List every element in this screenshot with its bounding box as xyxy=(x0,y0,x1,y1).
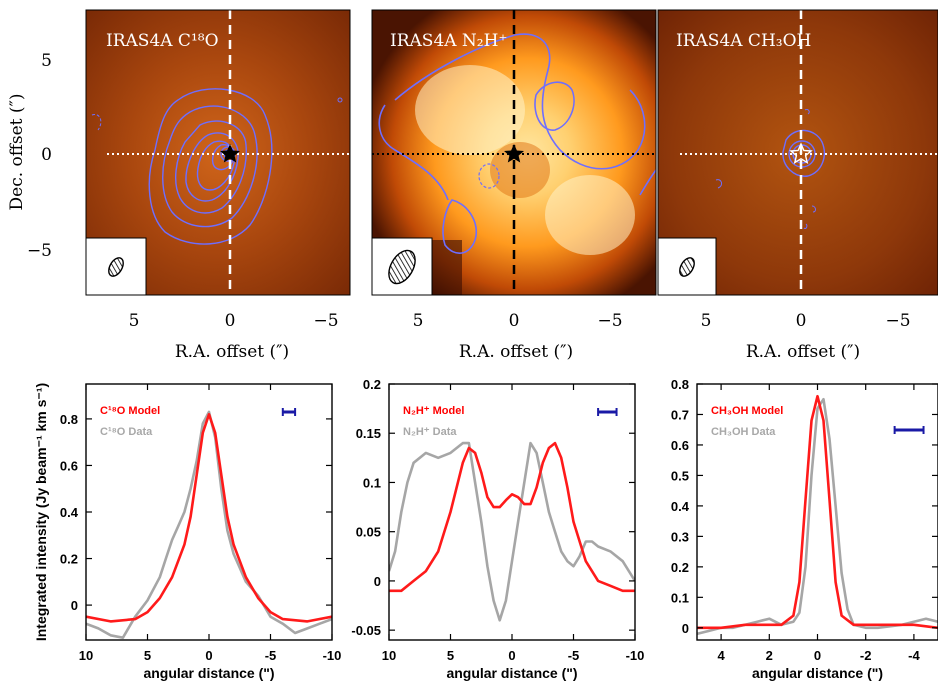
plot-xlabel: angular distance (") xyxy=(143,665,274,681)
legend-model-label: C¹⁸O Model xyxy=(100,405,160,417)
map-xtick-label: −5 xyxy=(885,311,910,331)
map-title: IRAS4A CH₃OH xyxy=(676,31,811,51)
legend-model-label: CH₃OH Model xyxy=(711,405,783,417)
y-tick-label: 0.5 xyxy=(671,468,689,483)
profile-plot-3: 4 2 0 -2 -4 0 0.1 0.2 0.3 0.4 0.5 0.6 0.7 0.8 angular … xyxy=(671,377,938,681)
model-series-line xyxy=(389,441,635,593)
map-panel-c18o: IRAS4A C¹⁸O xyxy=(85,9,351,296)
y-tick-label: 0.1 xyxy=(363,475,381,490)
x-tick-label: 5 xyxy=(447,648,454,663)
map-xtick-label: −5 xyxy=(313,311,338,331)
map-xtick-label: 5 xyxy=(701,311,712,331)
y-tick-label: 0 xyxy=(682,621,689,636)
y-tick-label: 0.7 xyxy=(671,407,689,422)
beam-ellipse-icon xyxy=(388,249,416,285)
legend-data-label: CH₃OH Data xyxy=(711,426,776,438)
map-xtick-label: 0 xyxy=(796,311,807,331)
map-frame xyxy=(85,9,351,296)
map-ylabel: Dec. offset (″) xyxy=(7,94,27,211)
data-series-line xyxy=(86,410,332,639)
legend-data-label: N₂H⁺ Data xyxy=(403,426,457,438)
map-ytick-label: 5 xyxy=(41,51,52,71)
map-ytick-label: −5 xyxy=(27,241,52,261)
x-tick-label: 0 xyxy=(205,648,212,663)
y-tick-label: 0.05 xyxy=(356,525,381,540)
x-tick-label: -10 xyxy=(626,648,645,663)
y-tick-label: -0.05 xyxy=(351,623,381,638)
x-tick-label: 5 xyxy=(144,648,151,663)
map-xlabel: R.A. offset (″) xyxy=(746,342,860,362)
protostar-star-icon xyxy=(789,142,813,164)
x-tick-label: -5 xyxy=(265,648,277,663)
plot-xlabel: angular distance (") xyxy=(446,665,577,681)
x-tick-label: -10 xyxy=(323,648,342,663)
map-xlabel: R.A. offset (″) xyxy=(459,342,573,362)
map-xtick-label: 5 xyxy=(129,311,140,331)
y-tick-label: 0 xyxy=(374,574,381,589)
beam-ellipse-icon xyxy=(108,257,124,277)
x-tick-label: -5 xyxy=(568,648,580,663)
map-xtick-label: −5 xyxy=(597,311,622,331)
protostar-star-icon xyxy=(504,144,524,163)
y-tick-label: 0.15 xyxy=(356,426,381,441)
y-tick-label: 0.1 xyxy=(671,590,689,605)
x-tick-label: 10 xyxy=(79,648,93,663)
x-tick-label: 0 xyxy=(814,648,821,663)
x-tick-label: -4 xyxy=(908,648,920,663)
legend-data-label: C¹⁸O Data xyxy=(100,426,153,438)
beam-ellipse-icon xyxy=(679,257,695,277)
plot-ylabel: Integrated intensity (Jy beam⁻¹ km s⁻¹) xyxy=(33,383,49,641)
data-series-line xyxy=(389,441,635,622)
protostar-star-icon xyxy=(220,144,240,163)
x-tick-label: 10 xyxy=(382,648,396,663)
y-tick-label: 0.8 xyxy=(671,377,689,392)
y-tick-label: 0.2 xyxy=(60,552,78,567)
plot-frame xyxy=(85,383,333,641)
model-series-line xyxy=(86,413,332,623)
map-xlabel: R.A. offset (″) xyxy=(175,342,289,362)
plot-xlabel: angular distance (") xyxy=(752,665,883,681)
profile-plot-2: 10 5 0 -5 -10 -0.05 0 0.05 0.1 0.15 0.2 angular dis… xyxy=(351,377,644,681)
y-tick-label: 0.4 xyxy=(671,499,690,514)
y-tick-label: 0.4 xyxy=(60,505,79,520)
model-series-line xyxy=(697,394,938,630)
x-tick-label: -2 xyxy=(860,648,872,663)
map-title: IRAS4A N₂H⁺ xyxy=(390,31,507,51)
map-frame xyxy=(657,9,938,296)
y-tick-label: 0.8 xyxy=(60,412,78,427)
x-tick-label: 2 xyxy=(766,648,773,663)
map-title: IRAS4A C¹⁸O xyxy=(106,31,219,51)
map-panel-ch3oh: IRAS4A CH₃OH xyxy=(657,9,938,296)
y-tick-label: 0.6 xyxy=(60,458,78,473)
x-tick-label: 0 xyxy=(508,648,515,663)
profile-plot-1: 10 5 0 -5 -10 0 0.2 0.4 0.6 0.8 angular distance (… xyxy=(60,383,342,681)
profile-plots: 10 5 0 -5 -10 0 0.2 0.4 0.6 0.8 angular distance (… xyxy=(60,377,938,681)
x-tick-label: 4 xyxy=(717,648,725,663)
map-xtick-label: 5 xyxy=(413,311,424,331)
y-tick-label: 0.6 xyxy=(671,438,689,453)
y-tick-label: 0.3 xyxy=(671,529,689,544)
map-panel-n2h: IRAS4A N₂H⁺ xyxy=(371,9,657,296)
map-frame xyxy=(371,9,657,296)
map-xtick-label: 0 xyxy=(509,311,520,331)
contours xyxy=(378,33,656,254)
y-tick-label: 0 xyxy=(71,598,78,613)
y-tick-label: 0.2 xyxy=(363,377,381,392)
plot-frame xyxy=(388,383,636,641)
map-ytick-label: 0 xyxy=(41,145,52,165)
y-tick-label: 0.2 xyxy=(671,560,689,575)
legend-model-label: N₂H⁺ Model xyxy=(403,405,464,417)
map-xtick-label: 0 xyxy=(225,311,236,331)
